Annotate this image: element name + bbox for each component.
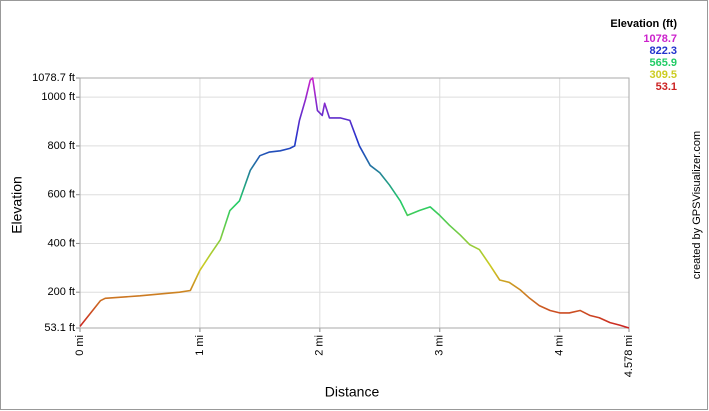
legend-title: Elevation (ft) [610, 18, 677, 30]
x-axis-title: Distance [325, 384, 380, 400]
y-tick-label: 400 ft [47, 237, 75, 249]
legend-value: 1078.7 [643, 33, 677, 45]
legend-value: 53.1 [656, 81, 677, 93]
legend-value: 309.5 [649, 69, 677, 81]
y-tick-label: 1078.7 ft [32, 72, 75, 84]
credit: created by GPSVisualizer.com [691, 131, 703, 279]
y-axis-title: Elevation [9, 176, 25, 234]
legend-value: 822.3 [649, 45, 677, 57]
y-tick-label: 1000 ft [41, 91, 75, 103]
x-tick-label: 4.578 mi [623, 335, 635, 377]
x-tick-label: 2 mi [314, 335, 326, 356]
x-tick-label: 4 mi [554, 335, 566, 356]
plot-border [79, 77, 630, 329]
x-tick-label: 0 mi [74, 335, 86, 356]
y-tick-label: 600 ft [47, 189, 75, 201]
elevation-line [79, 77, 630, 329]
y-tick-label: 200 ft [47, 286, 75, 298]
x-tick-label: 1 mi [194, 335, 206, 356]
y-tick-label: 53.1 ft [44, 322, 75, 334]
legend-value: 565.9 [649, 57, 677, 69]
x-tick-label: 3 mi [434, 335, 446, 356]
y-tick-label: 800 ft [47, 140, 75, 152]
